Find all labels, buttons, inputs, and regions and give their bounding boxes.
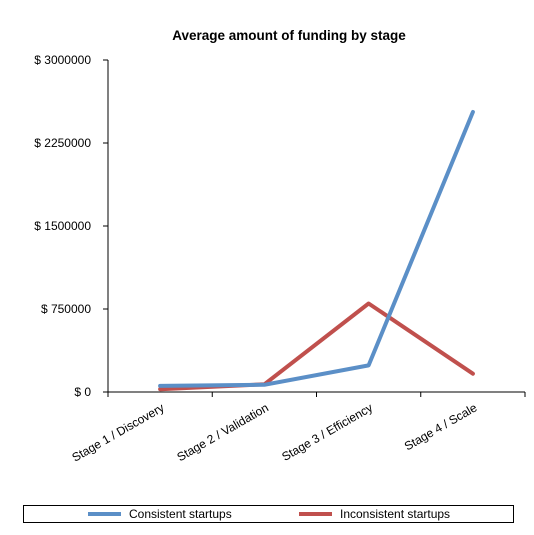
legend-item-inconsistent: Inconsistent startups — [299, 506, 450, 522]
legend-swatch-inconsistent — [299, 512, 332, 516]
legend-swatch-consistent — [88, 512, 121, 516]
x-axis: Stage 1 / Discovery Stage 2 / Validation S… — [70, 391, 526, 465]
y-tick-label: $ 1500000 — [34, 219, 91, 233]
y-tick-label: $ 0 — [74, 385, 91, 399]
y-axis: $ 0 $ 750000 $ 1500000 $ 2250000 $ 3000000 — [34, 53, 109, 399]
legend-label-inconsistent: Inconsistent startups — [340, 507, 451, 521]
x-category-label: Stage 2 / Validation — [175, 400, 271, 464]
legend: Consistent startups Inconsistent startup… — [23, 505, 514, 523]
chart-title: Average amount of funding by stage — [172, 28, 406, 43]
series-line-consistent — [158, 110, 475, 388]
legend-label-consistent: Consistent startups — [129, 507, 232, 521]
y-tick-label: $ 2250000 — [34, 136, 91, 150]
line-chart: Average amount of funding by stage $ 0$ … — [34, 28, 526, 465]
y-tick-label: $ 750000 — [41, 302, 91, 316]
series-lines — [158, 110, 475, 392]
x-category-label: Stage 3 / Efficiency — [279, 400, 375, 463]
legend-item-consistent: Consistent startups — [88, 506, 232, 522]
y-tick-label: $ 3000000 — [34, 53, 91, 67]
x-category-label: Stage 4 / Scale — [402, 400, 480, 453]
x-category-label: Stage 1 / Discovery — [70, 400, 167, 464]
